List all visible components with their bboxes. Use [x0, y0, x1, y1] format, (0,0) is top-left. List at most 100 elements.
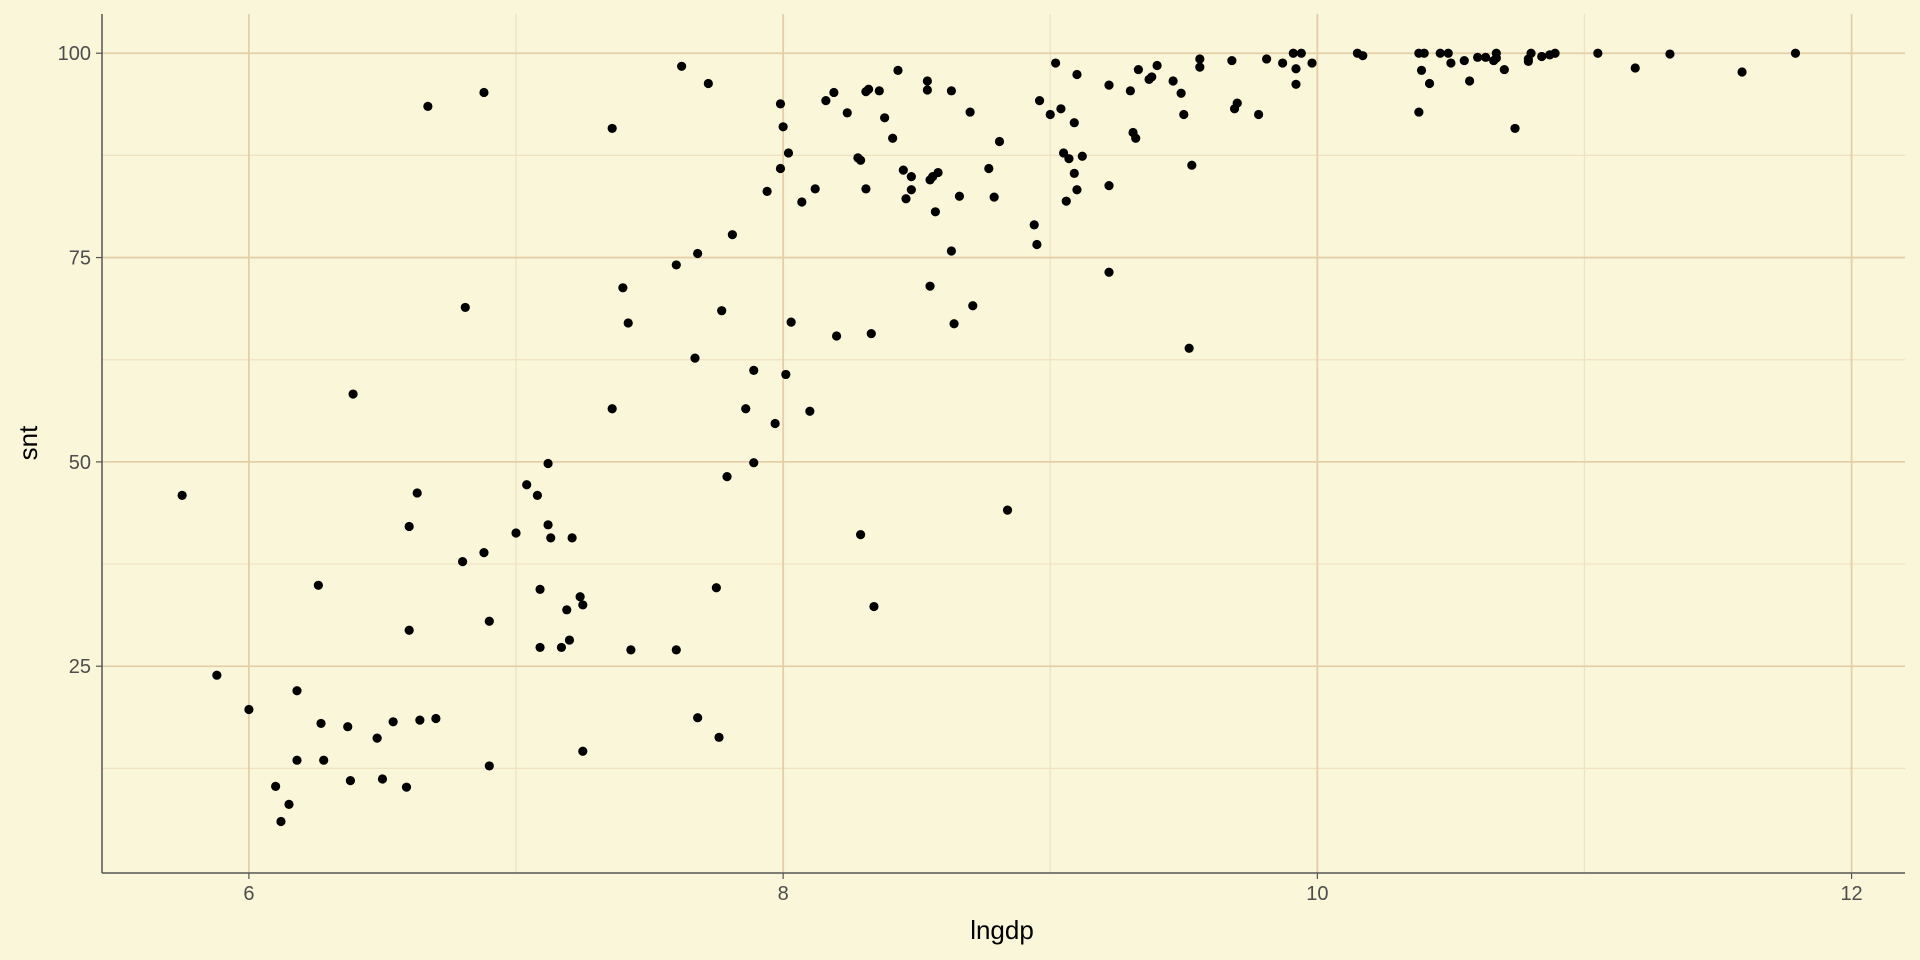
data-point — [954, 191, 965, 201]
data-point — [1443, 48, 1453, 58]
data-point — [898, 165, 908, 175]
data-point — [1435, 48, 1445, 58]
data-point — [276, 816, 286, 827]
data-point — [1176, 88, 1186, 98]
data-point — [1104, 181, 1114, 191]
data-point — [458, 557, 468, 567]
minor-gridlines — [102, 14, 1905, 873]
data-point — [522, 480, 532, 490]
data-point — [484, 616, 494, 626]
data-point — [1593, 48, 1603, 58]
data-point — [511, 528, 521, 538]
data-point — [866, 328, 876, 339]
data-point — [874, 86, 884, 96]
data-point — [749, 365, 759, 375]
data-point — [1072, 185, 1082, 195]
data-point — [1104, 80, 1114, 90]
data-point — [404, 521, 414, 532]
data-point — [1104, 267, 1114, 277]
data-point — [1061, 196, 1071, 206]
data-point — [855, 155, 866, 165]
data-point — [1064, 154, 1074, 164]
data-point — [177, 490, 187, 500]
y-tick-label: 25 — [69, 656, 91, 678]
data-point — [431, 713, 441, 724]
data-point — [1152, 60, 1162, 71]
data-point — [965, 107, 975, 117]
data-point — [535, 642, 545, 653]
data-point — [1195, 62, 1205, 72]
data-point — [543, 520, 553, 530]
data-point — [778, 122, 788, 132]
data-point — [345, 776, 356, 786]
data-point — [933, 167, 943, 178]
data-point — [775, 163, 786, 174]
data-point — [1499, 64, 1509, 75]
data-point — [212, 670, 222, 680]
data-point — [412, 488, 422, 498]
data-point — [543, 458, 553, 469]
data-point — [722, 472, 732, 482]
data-point — [578, 746, 588, 756]
data-point — [949, 319, 959, 329]
data-point — [1296, 48, 1306, 58]
data-point — [1465, 76, 1475, 86]
data-point — [888, 133, 898, 143]
data-point — [880, 113, 890, 123]
data-point — [423, 101, 433, 111]
x-tick-label: 12 — [1840, 883, 1862, 905]
data-point — [532, 490, 542, 500]
data-point — [922, 85, 932, 95]
data-point — [1002, 505, 1013, 515]
data-point — [855, 530, 866, 540]
data-point — [1491, 48, 1501, 58]
data-point — [1125, 86, 1135, 96]
data-point — [1032, 239, 1042, 250]
data-point — [348, 389, 358, 399]
data-point — [1510, 123, 1520, 134]
data-point — [1473, 52, 1483, 62]
data-point — [989, 192, 999, 202]
data-points — [177, 48, 1801, 827]
data-point — [770, 418, 780, 429]
data-point — [714, 732, 724, 742]
data-point — [906, 172, 916, 182]
data-point — [864, 84, 874, 94]
data-point — [343, 722, 353, 732]
data-point — [829, 87, 839, 98]
data-point — [626, 645, 636, 655]
data-point — [781, 369, 791, 380]
data-point — [671, 645, 681, 655]
data-point — [925, 281, 935, 291]
data-point — [319, 755, 329, 765]
data-point — [861, 184, 871, 194]
data-point — [693, 248, 703, 259]
data-point — [1187, 160, 1197, 170]
data-point — [968, 301, 978, 311]
data-point — [677, 61, 687, 71]
data-point — [786, 317, 796, 327]
y-tick-label: 100 — [58, 43, 91, 65]
data-point — [1147, 72, 1157, 82]
data-point — [1526, 48, 1536, 58]
data-point — [727, 230, 737, 240]
data-point — [762, 186, 772, 196]
data-point — [693, 713, 703, 723]
data-point — [1227, 55, 1237, 66]
data-point — [703, 78, 713, 89]
data-point — [717, 306, 727, 316]
data-point — [831, 331, 842, 341]
data-point — [1537, 51, 1547, 62]
data-point — [564, 635, 575, 645]
data-point — [741, 404, 751, 414]
data-point — [618, 283, 628, 293]
data-point — [946, 86, 957, 96]
data-point — [1133, 64, 1143, 75]
data-point — [821, 96, 831, 106]
major-gridlines — [102, 14, 1905, 873]
data-point — [292, 686, 302, 696]
data-point — [671, 260, 681, 270]
data-point — [1307, 58, 1317, 68]
